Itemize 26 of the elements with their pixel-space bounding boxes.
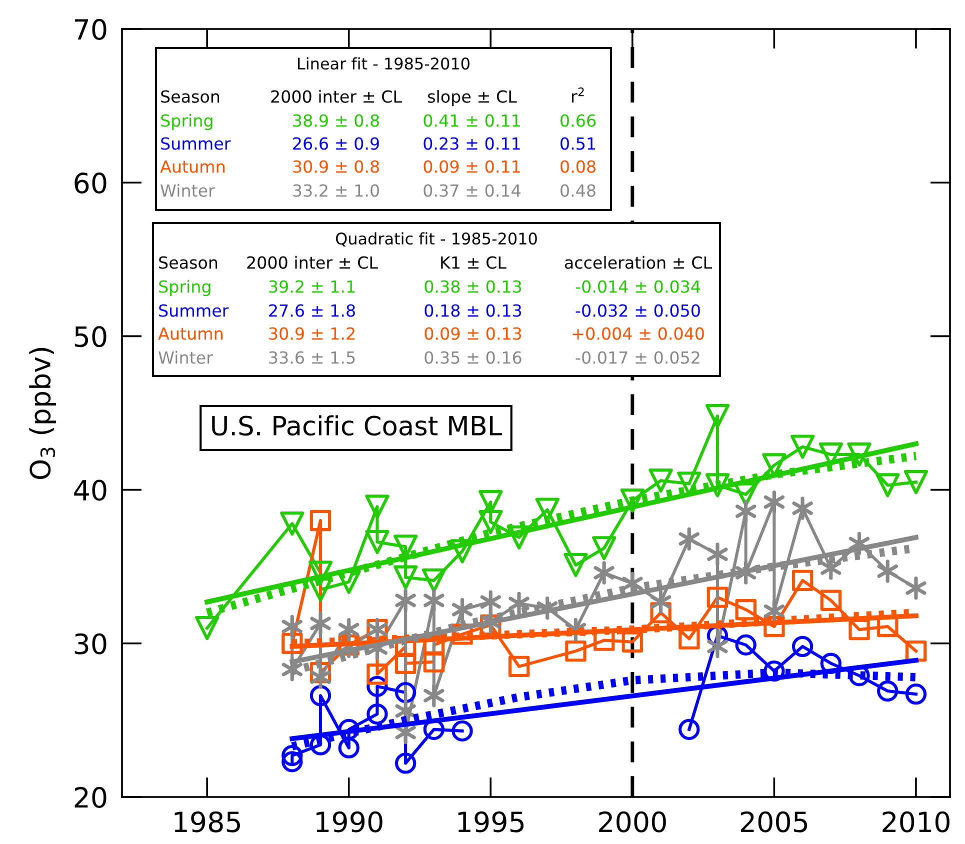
y-tick-label: 40 xyxy=(74,480,106,501)
x-tick-label: 1990 xyxy=(316,811,382,832)
x-tick-label: 2005 xyxy=(740,811,808,832)
x-tick-label: 2010 xyxy=(882,811,950,832)
x-tick-label: 1995 xyxy=(458,811,524,832)
y-tick-label: 60 xyxy=(74,172,106,194)
text: Winter 33.2 ± 1.0 0.37 ± 0.14 0.48 xyxy=(160,184,596,197)
text: Spring 38.9 ± 0.8 0.41 ± 0.11 0.66 xyxy=(161,114,596,130)
text: Summer 27.6 ± 1.8 0.18 ± 0.13 -0.032 ± 0.050 xyxy=(159,304,700,317)
text: Winter 33.6 ± 1.5 0.35 ± 0.16 -0.017 ± 0.052 xyxy=(158,350,700,364)
y-tick-label: 20 xyxy=(74,786,106,808)
y-tick-label: 30 xyxy=(74,633,106,654)
x-tick-label: 2000 xyxy=(599,811,666,832)
text: Autumn 30.9 ± 0.8 0.09 ± 0.11 0.08 xyxy=(160,160,596,173)
text: Summer 26.6 ± 0.9 0.23 ± 0.11 0.51 xyxy=(161,137,596,150)
text: Spring 39.2 ± 1.1 0.38 ± 0.13 -0.014 ± 0.034 xyxy=(159,280,700,296)
annotation: U.S. Pacific Coast MBL xyxy=(212,415,502,436)
y-tick-label: 70 xyxy=(75,18,106,40)
text: Season 2000 inter ± CL K1 ± CL acceleration ± CL xyxy=(159,256,712,269)
text: Autumn 30.9 ± 1.2 0.09 ± 0.13 +0.004 ± 0.040 xyxy=(158,327,704,340)
text: Season 2000 inter ± CL slope ± CL r$^{2}$ xyxy=(161,87,584,106)
annotation: Quadratic fit - 1985-2010 xyxy=(336,232,537,246)
y-tick-label: 50 xyxy=(74,326,106,348)
y-axis-title: O$_{3}$ (ppbv) xyxy=(29,348,56,480)
x-tick-label: 1985 xyxy=(174,811,240,832)
annotation: Linear fit - 1985-2010 xyxy=(298,57,470,70)
